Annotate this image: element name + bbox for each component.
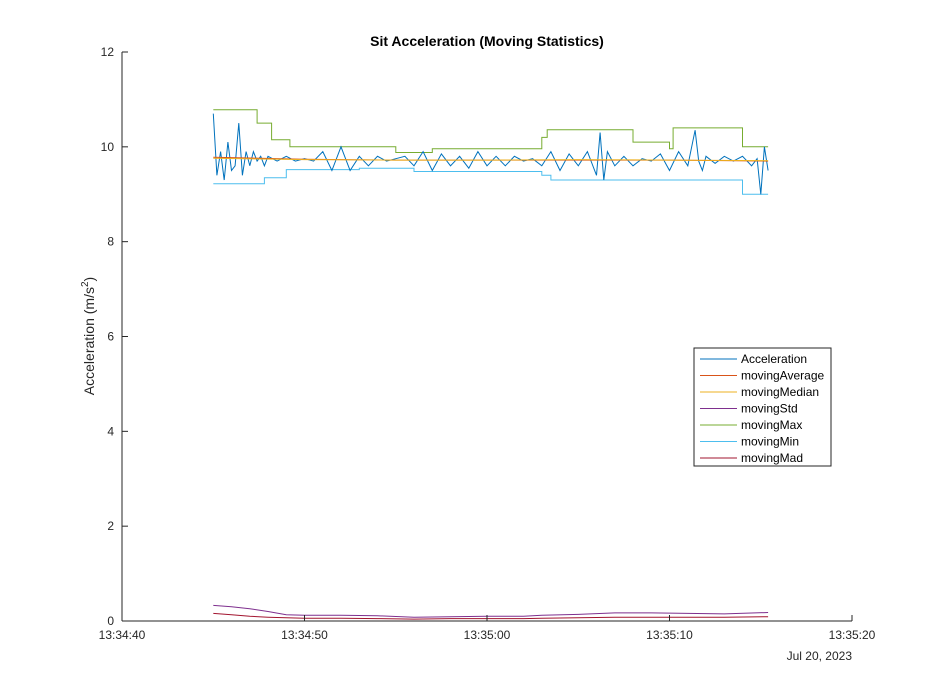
y-axis-label-close: ) (81, 277, 97, 282)
x-tick-label: 13:35:00 (464, 628, 511, 642)
y-axis-label-superscript: 2 (80, 281, 91, 287)
legend-label-movingMin: movingMin (741, 435, 799, 449)
y-tick-label: 6 (107, 330, 114, 344)
y-axis-label: Acceleration (m/s2) (80, 277, 97, 395)
plot-area: 0 2 4 6 8 10 12 13:34:40 13:34:50 13:35:00 13:35:… (99, 45, 876, 642)
y-axis-label-main: Acceleration (m/s (81, 287, 97, 395)
y-tick-label: 12 (101, 45, 115, 59)
y-tick-label: 10 (101, 140, 115, 154)
legend-label-movingStd: movingStd (741, 402, 798, 416)
x-tick-label: 13:34:50 (281, 628, 328, 642)
chart-title: Sit Acceleration (Moving Statistics) (370, 33, 604, 49)
y-tick-label: 8 (107, 235, 114, 249)
x-ticks: 13:34:40 13:34:50 13:35:00 13:35:10 13:35:20 (99, 615, 876, 642)
x-tick-label: 13:35:10 (646, 628, 693, 642)
x-date-label: Jul 20, 2023 (787, 649, 853, 663)
legend: Acceleration movingAverage movingMedian mov… (693, 347, 832, 467)
legend-box (693, 347, 832, 467)
series-line-movingMin (213, 167, 769, 195)
x-tick-label: 13:34:40 (99, 628, 146, 642)
legend-items: Acceleration movingAverage movingMedian mov… (700, 352, 824, 465)
legend-label-movingMad: movingMad (741, 451, 803, 465)
legend-label-movingMedian: movingMedian (741, 385, 819, 399)
y-tick-label: 2 (107, 519, 114, 533)
series-line-movingMedian (213, 157, 769, 162)
legend-label-Acceleration: Acceleration (741, 352, 807, 366)
legend-label-movingMax: movingMax (741, 418, 802, 432)
series-line-movingStd (213, 604, 769, 618)
series-line-movingMax (213, 109, 769, 153)
series-layer (212, 109, 769, 620)
y-ticks: 0 2 4 6 8 10 12 (101, 45, 128, 628)
x-tick-label: 13:35:20 (829, 628, 876, 642)
y-tick-label: 4 (107, 424, 114, 438)
series-line-movingMad (213, 612, 769, 620)
legend-label-movingAverage: movingAverage (741, 369, 824, 383)
y-tick-label: 0 (107, 614, 114, 628)
